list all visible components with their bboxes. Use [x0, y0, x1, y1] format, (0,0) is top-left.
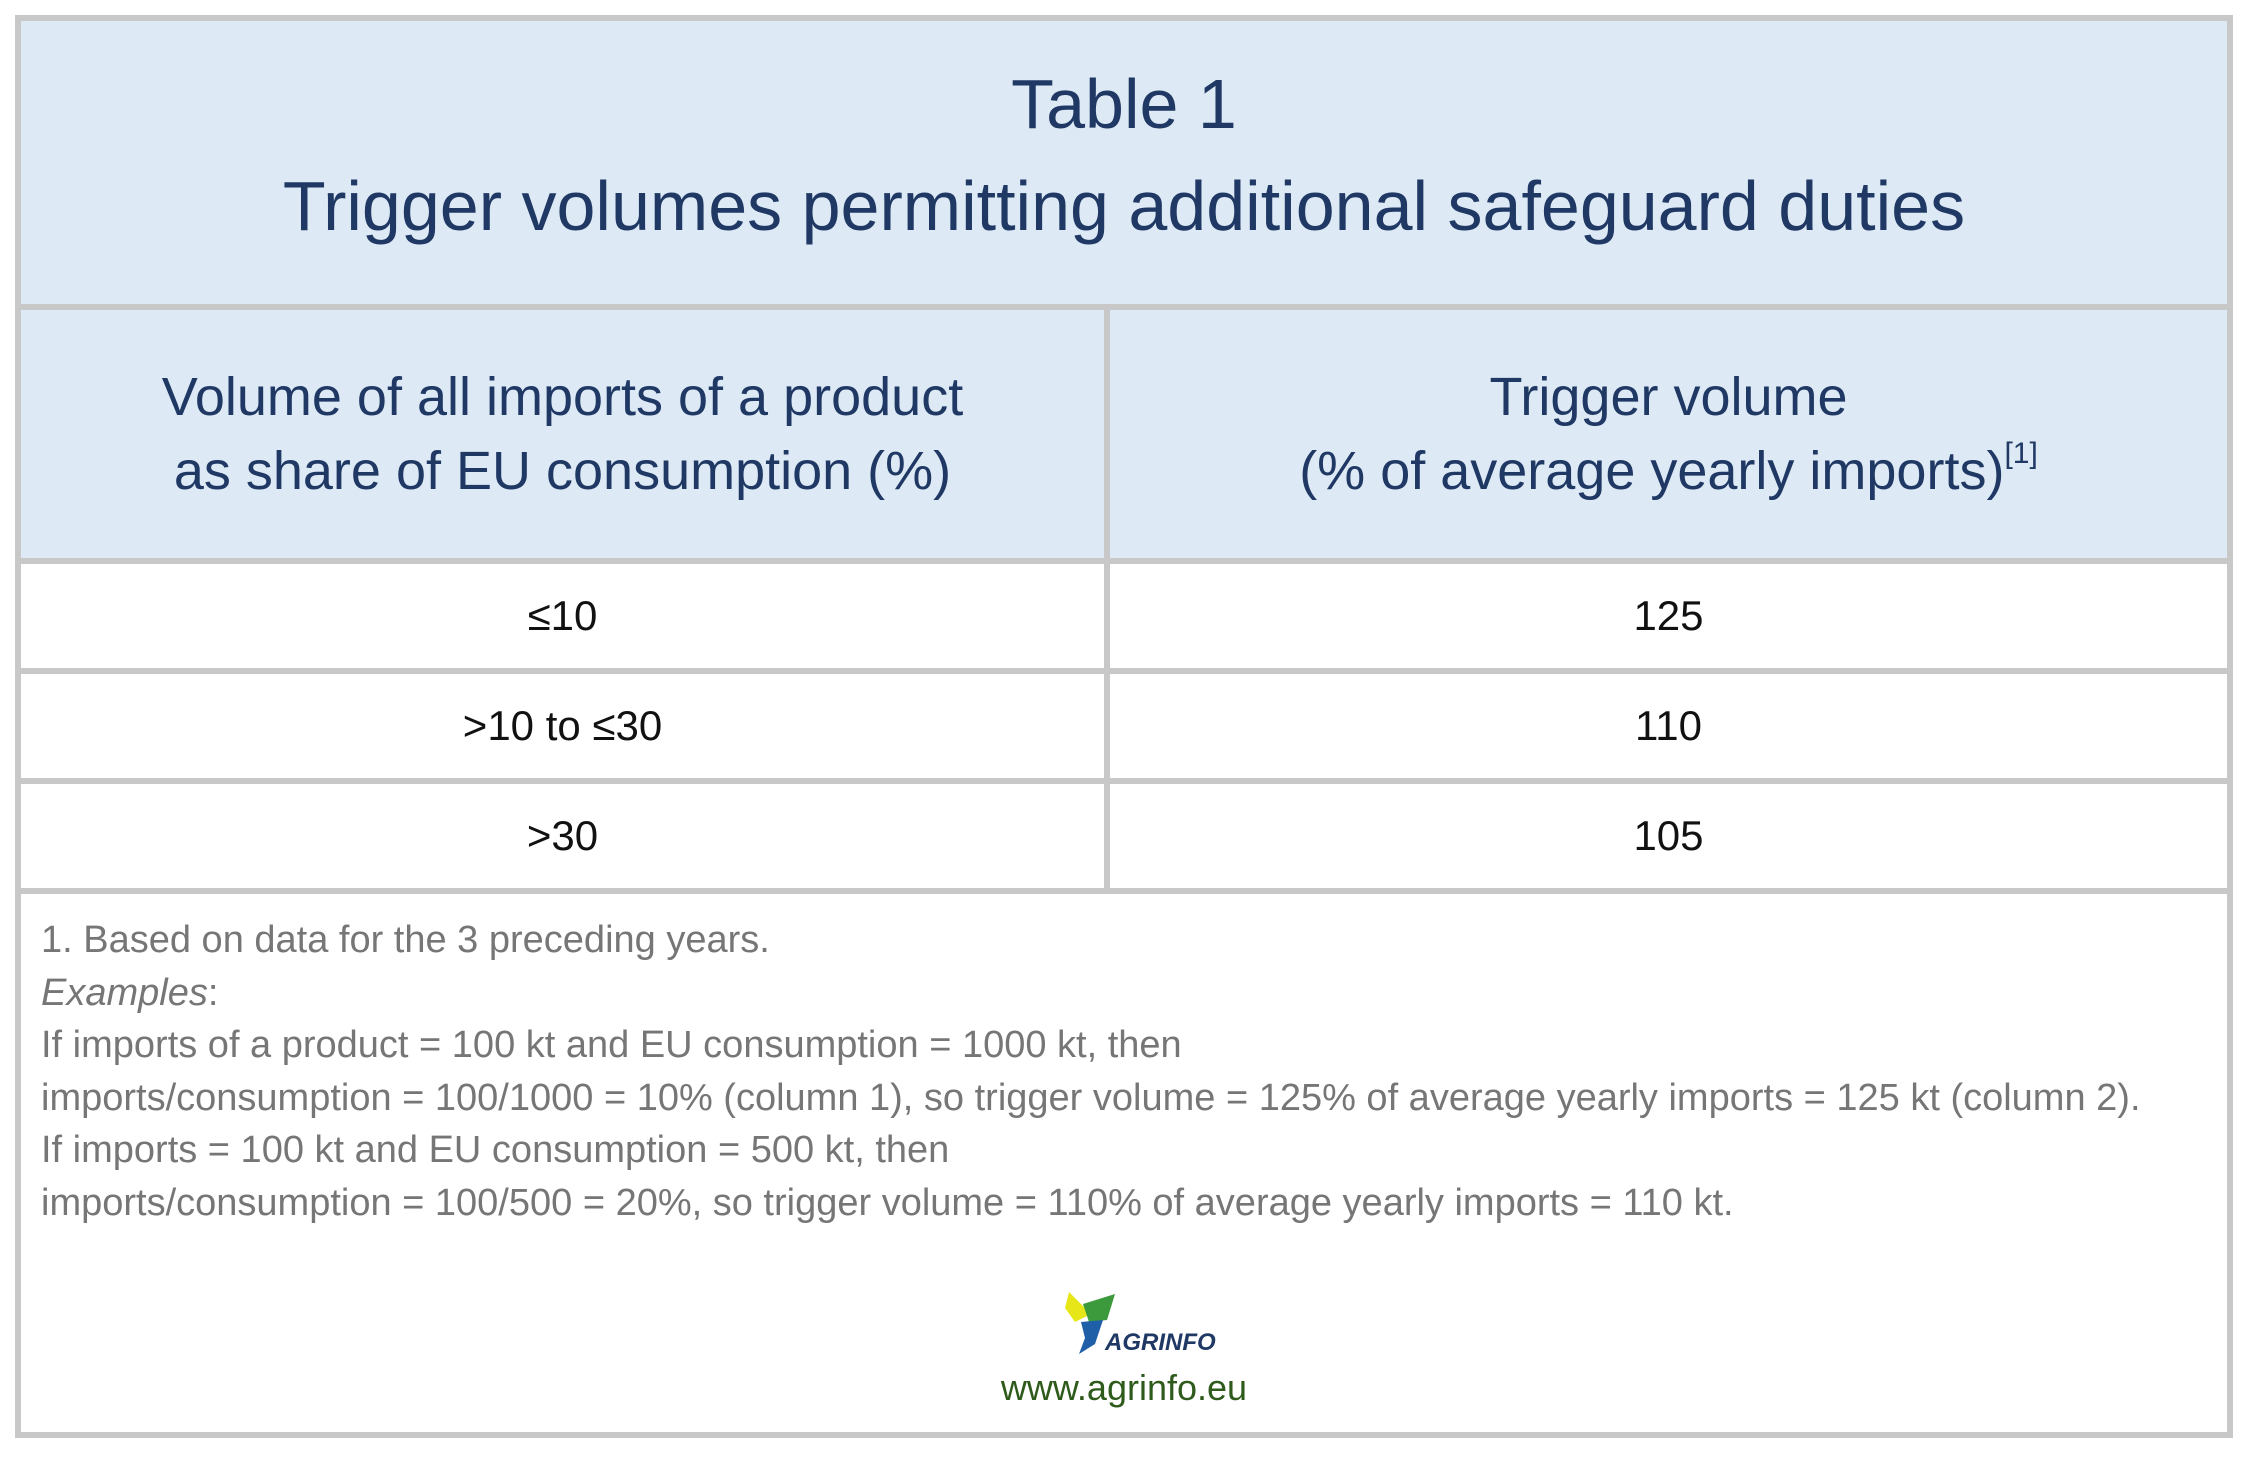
trigger-cell: 125 [1633, 592, 1704, 639]
header-cell-trigger: Trigger volume (% of average yearly impo… [1110, 310, 2227, 558]
footnote-ref: [1] [2004, 437, 2038, 470]
logo-blue-leaf [1079, 1320, 1103, 1354]
example-line: If imports = 100 kt and EU consumption =… [41, 1129, 950, 1171]
agrinfo-logo: AGRINFO [1065, 1292, 1216, 1356]
table-frame: Table 1 Trigger volumes permitting addit… [15, 15, 2233, 1438]
logo-yellow-leaf [1065, 1292, 1091, 1322]
examples-label: Examples [41, 971, 208, 1014]
header-trigger-line2-wrap: (% of average yearly imports)[1] [1299, 434, 2038, 508]
header-cell-share: Volume of all imports of a product as sh… [21, 310, 1110, 558]
logo-wordmark: AGRINFO [1104, 1329, 1216, 1356]
example-line: imports/consumption = 100/1000 = 10% (co… [41, 1076, 2141, 1119]
table-row: >10 to ≤30 110 [21, 674, 2227, 784]
share-cell: ≤10 [21, 564, 1110, 668]
header-share-line1: Volume of all imports of a product [161, 367, 964, 427]
header-trigger-line2: (% of average yearly imports) [1299, 441, 2005, 501]
table-row: ≤10 125 [21, 564, 2227, 674]
share-cell: >30 [21, 784, 1110, 888]
table-title: Trigger volumes permitting additional sa… [282, 167, 1966, 245]
example-line: If imports of a product = 100 kt and EU … [41, 1024, 1182, 1066]
website-url[interactable]: www.agrinfo.eu [1000, 1367, 1248, 1408]
header-trigger-line1: Trigger volume [1489, 367, 1848, 427]
logo-green-leaf [1083, 1294, 1115, 1322]
share-cell: >10 to ≤30 [21, 674, 1110, 778]
table-number: Table 1 [1011, 65, 1237, 143]
examples-heading: Examples: [41, 967, 2207, 1020]
footnote-text: 1. Based on data for the 3 preceding yea… [41, 919, 770, 961]
table-header-row: Volume of all imports of a product as sh… [21, 310, 2227, 564]
table-row: >30 105 [21, 784, 2227, 894]
example-line: imports/consumption = 100/500 = 20%, so … [41, 1181, 1734, 1224]
table-notes: 1. Based on data for the 3 preceding yea… [41, 914, 2207, 1229]
trigger-cell: 105 [1633, 812, 1704, 859]
header-share-line2: as share of EU consumption (%) [173, 441, 952, 501]
examples-colon: : [207, 971, 219, 1014]
table-title-block: Table 1 Trigger volumes permitting addit… [21, 21, 2227, 310]
trigger-cell: 110 [1635, 702, 1702, 749]
